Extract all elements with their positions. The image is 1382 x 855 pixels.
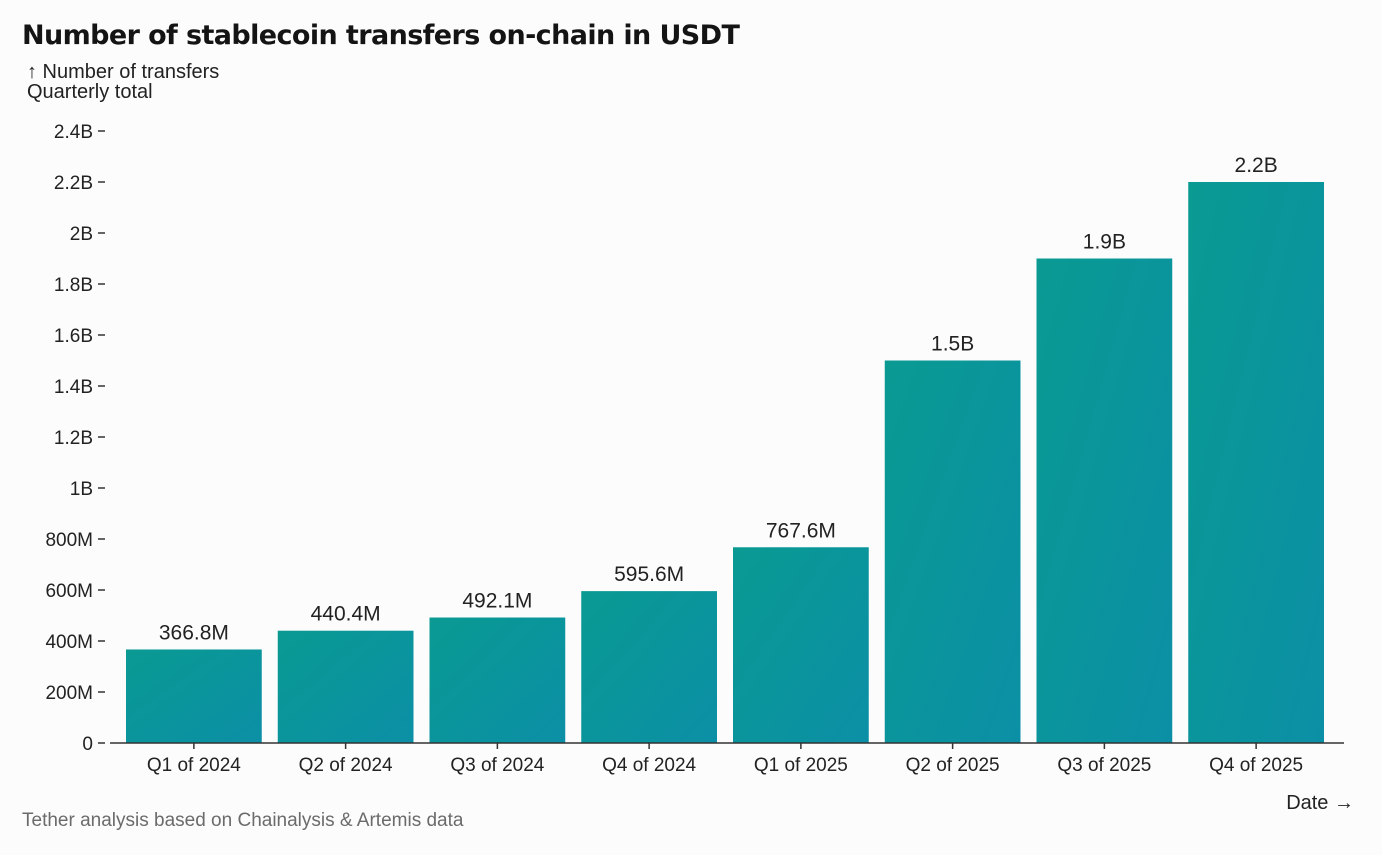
bar-value-label: 1.9B bbox=[1083, 231, 1126, 254]
x-axis-label: Date → bbox=[1286, 792, 1354, 814]
bar bbox=[581, 591, 717, 743]
bar bbox=[1036, 258, 1173, 743]
bar-value-label: 595.6M bbox=[614, 563, 684, 586]
bar bbox=[429, 617, 566, 743]
y-tick-label: 600M bbox=[45, 581, 93, 602]
y-tick-label: 400M bbox=[45, 632, 93, 653]
bar-value-label: 366.8M bbox=[159, 621, 229, 644]
y-axis: 0 200M 400M 600M 800M 1B 1.2B 1.4B 1.6B 1.8B 2B 2.2… bbox=[45, 122, 105, 755]
x-tick-label: Q2 of 2024 bbox=[299, 755, 393, 776]
x-tick-label: Q3 of 2024 bbox=[450, 755, 544, 776]
y-tick-label: 1.2B bbox=[54, 428, 93, 449]
chart-title: Number of stablecoin transfers on-chain … bbox=[22, 20, 740, 51]
x-tick-label: Q2 of 2025 bbox=[906, 755, 1000, 776]
y-tick-label: 200M bbox=[45, 683, 93, 704]
y-tick-label: 1B bbox=[70, 479, 93, 500]
y-tick-label: 1.6B bbox=[54, 326, 93, 347]
bar-value-label: 2.2B bbox=[1235, 154, 1278, 177]
y-tick-label: 2.2B bbox=[54, 173, 93, 194]
y-tick-label: 0 bbox=[82, 734, 93, 755]
x-tick-label: Q1 of 2024 bbox=[147, 755, 241, 776]
source-note: Tether analysis based on Chainalysis & A… bbox=[22, 810, 464, 831]
y-tick-label: 1.4B bbox=[54, 377, 93, 398]
y-tick-label: 2B bbox=[70, 224, 93, 245]
bar bbox=[277, 630, 414, 743]
bar bbox=[733, 547, 869, 743]
bar bbox=[1188, 182, 1324, 743]
bar bbox=[126, 649, 262, 743]
x-tick-label: Q4 of 2025 bbox=[1209, 755, 1303, 776]
y-tick-label: 2.4B bbox=[54, 122, 93, 143]
x-axis: Q1 of 2024 Q2 of 2024 Q3 of 2024 Q4 of 2024… bbox=[110, 742, 1344, 776]
y-axis-label-line1: ↑ Number of transfers bbox=[27, 61, 220, 83]
y-axis-label-line2: Quarterly total bbox=[27, 81, 153, 103]
bar-value-label: 492.1M bbox=[462, 590, 532, 613]
x-tick-label: Q3 of 2025 bbox=[1057, 755, 1151, 776]
y-axis-label: ↑ Number of transfers Quarterly total bbox=[27, 62, 219, 102]
y-tick-label: 1.8B bbox=[54, 275, 93, 296]
bar bbox=[884, 360, 1021, 743]
x-tick-label: Q1 of 2025 bbox=[754, 755, 848, 776]
bars: 366.8M 440.4M 492.1M 595.6M 767.6M 1.5B 1.9B 2.… bbox=[126, 154, 1324, 743]
y-tick-label: 800M bbox=[45, 530, 93, 551]
bar-value-label: 1.5B bbox=[931, 333, 974, 356]
bar-value-label: 440.4M bbox=[311, 603, 381, 626]
bar-value-label: 767.6M bbox=[766, 519, 836, 542]
x-tick-label: Q4 of 2024 bbox=[602, 755, 696, 776]
